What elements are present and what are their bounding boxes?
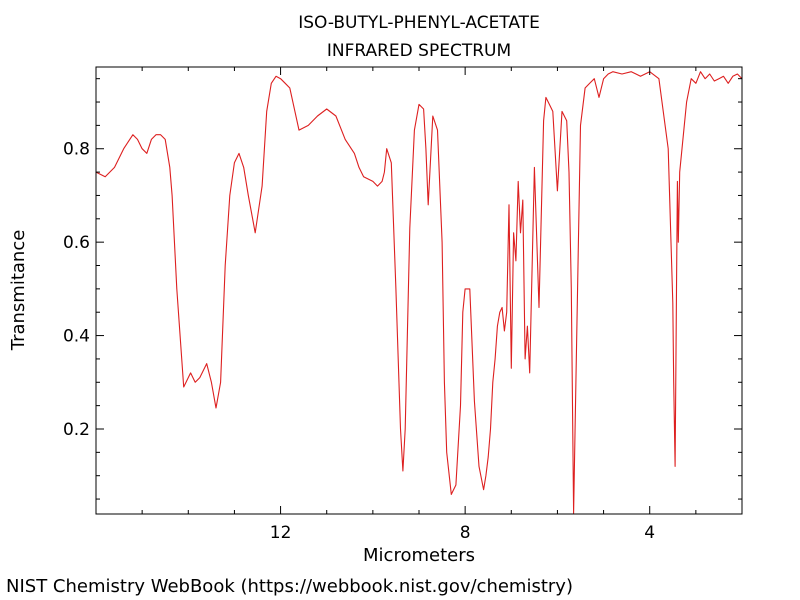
- x-axis-label: Micrometers: [363, 545, 475, 566]
- y-tick-label: 0.4: [63, 327, 90, 347]
- y-tick-label: 0.8: [63, 140, 90, 160]
- y-axis-label: Transmitance: [8, 230, 29, 352]
- x-tick-label: 8: [460, 523, 471, 543]
- chart-title: ISO-BUTYL-PHENYL-ACETATE: [298, 13, 540, 33]
- x-tick-label: 12: [270, 523, 292, 543]
- plot-frame: [95, 66, 743, 515]
- chart-subtitle: INFRARED SPECTRUM: [327, 41, 511, 61]
- footer-credit: NIST Chemistry WebBook (https://webbook.…: [6, 576, 573, 597]
- x-tick-label: 4: [644, 523, 655, 543]
- y-tick-label: 0.2: [63, 420, 90, 440]
- y-tick-label: 0.6: [63, 233, 90, 253]
- spectrum-line-1: [95, 71, 743, 514]
